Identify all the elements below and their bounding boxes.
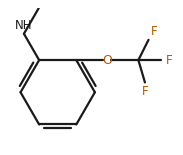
Text: F: F (165, 54, 172, 67)
Text: O: O (102, 54, 112, 67)
Text: NH: NH (15, 19, 33, 32)
Text: F: F (151, 25, 158, 38)
Text: F: F (142, 85, 148, 97)
